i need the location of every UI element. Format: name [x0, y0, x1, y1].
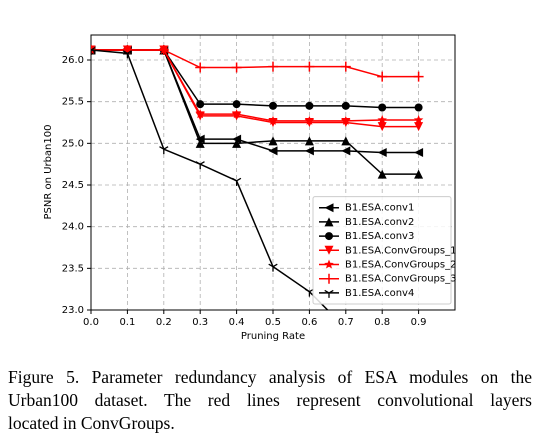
legend-label: B1.ESA.conv1 [345, 203, 414, 214]
legend-label: B1.ESA.conv3 [345, 231, 414, 242]
marker [158, 45, 169, 55]
x-tick-label: 0.9 [411, 317, 427, 328]
caption-line: located in ConvGroups. [8, 413, 175, 433]
marker [231, 109, 242, 119]
marker [195, 161, 205, 170]
marker [268, 115, 278, 125]
series-line [91, 49, 419, 175]
legend-label: B1.ESA.ConvGroups_3 [345, 274, 456, 285]
y-tick-label: 23.5 [62, 263, 84, 274]
marker [269, 101, 277, 110]
marker [378, 103, 387, 112]
marker [324, 259, 334, 269]
chart: PSNR on Urban100 Pruning Rate 23.0 23.5 24… [43, 34, 456, 342]
y-tick-label: 24.5 [62, 180, 84, 191]
marker [413, 71, 424, 82]
marker [413, 115, 424, 125]
marker [341, 115, 351, 125]
x-tick-label: 0.0 [83, 317, 99, 328]
marker [377, 148, 387, 157]
marker [341, 101, 350, 110]
marker [304, 146, 314, 156]
marker [268, 136, 278, 146]
caption: Figure 5. Parameter redundancy analysis … [8, 366, 532, 435]
marker [91, 46, 96, 55]
legend-box [312, 196, 452, 305]
marker [324, 273, 334, 284]
marker [341, 146, 351, 156]
marker [159, 146, 169, 155]
marker [196, 100, 205, 109]
legend-label: B1.ESA.conv4 [345, 288, 414, 299]
marker [341, 136, 351, 146]
series-line [91, 49, 419, 109]
marker [414, 103, 423, 112]
legend-label: B1.ESA.ConvGroups_1 [345, 245, 456, 256]
marker [268, 146, 278, 156]
series-line [91, 49, 419, 154]
y-axis-label: PSNR on Urban100 [43, 125, 54, 220]
x-axis-label: Pruning Rate [241, 331, 305, 342]
y-tick-label: 25.0 [62, 138, 84, 149]
marker [324, 245, 334, 255]
series-line [91, 49, 329, 310]
x-tick-label: 0.7 [338, 317, 354, 328]
marker [304, 115, 315, 125]
x-tick-label: 0.8 [374, 317, 390, 328]
legend-label: B1.ESA.conv2 [345, 217, 414, 228]
marker [195, 138, 205, 148]
plot-area [91, 45, 424, 310]
legend: B1.ESA.conv1 B1.ESA.conv2 B1.ESA.conv3 B1.E… [312, 196, 456, 305]
marker [305, 101, 314, 110]
y-tick-label: 25.5 [62, 97, 84, 108]
marker [377, 71, 388, 82]
marker [340, 61, 351, 72]
caption-line: Urban100 dataset. The red lines represen… [8, 390, 532, 410]
plot-frame [90, 34, 456, 311]
marker [195, 109, 205, 119]
series-line [91, 49, 419, 78]
marker [325, 232, 333, 241]
marker [377, 115, 387, 125]
marker [268, 263, 278, 272]
marker [231, 177, 242, 186]
marker [232, 138, 242, 148]
marker [231, 62, 242, 73]
marker [122, 50, 133, 59]
marker [304, 61, 315, 72]
marker [324, 289, 334, 298]
y-tick-label: 23.0 [62, 305, 84, 316]
x-tick-label: 0.2 [156, 317, 172, 328]
x-tick-label: 0.3 [192, 317, 208, 328]
marker [414, 148, 424, 157]
marker [268, 61, 278, 72]
marker [324, 203, 334, 213]
marker [377, 169, 387, 179]
marker [377, 122, 387, 132]
x-tick-label: 0.5 [265, 317, 281, 328]
marker [414, 169, 424, 179]
marker [195, 62, 206, 73]
marker [414, 122, 424, 132]
caption-line: Figure 5. Parameter redundancy analysis … [8, 367, 532, 387]
x-tick-label: 0.4 [229, 317, 245, 328]
x-tick-label: 0.6 [301, 317, 317, 328]
y-tick-label: 24.0 [62, 222, 84, 233]
legend-label: B1.ESA.ConvGroups_2 [345, 260, 456, 271]
x-tick-label: 0.1 [119, 317, 135, 328]
y-tick-label: 26.0 [62, 55, 84, 66]
marker [232, 100, 241, 109]
marker [304, 136, 314, 146]
marker [324, 217, 334, 227]
